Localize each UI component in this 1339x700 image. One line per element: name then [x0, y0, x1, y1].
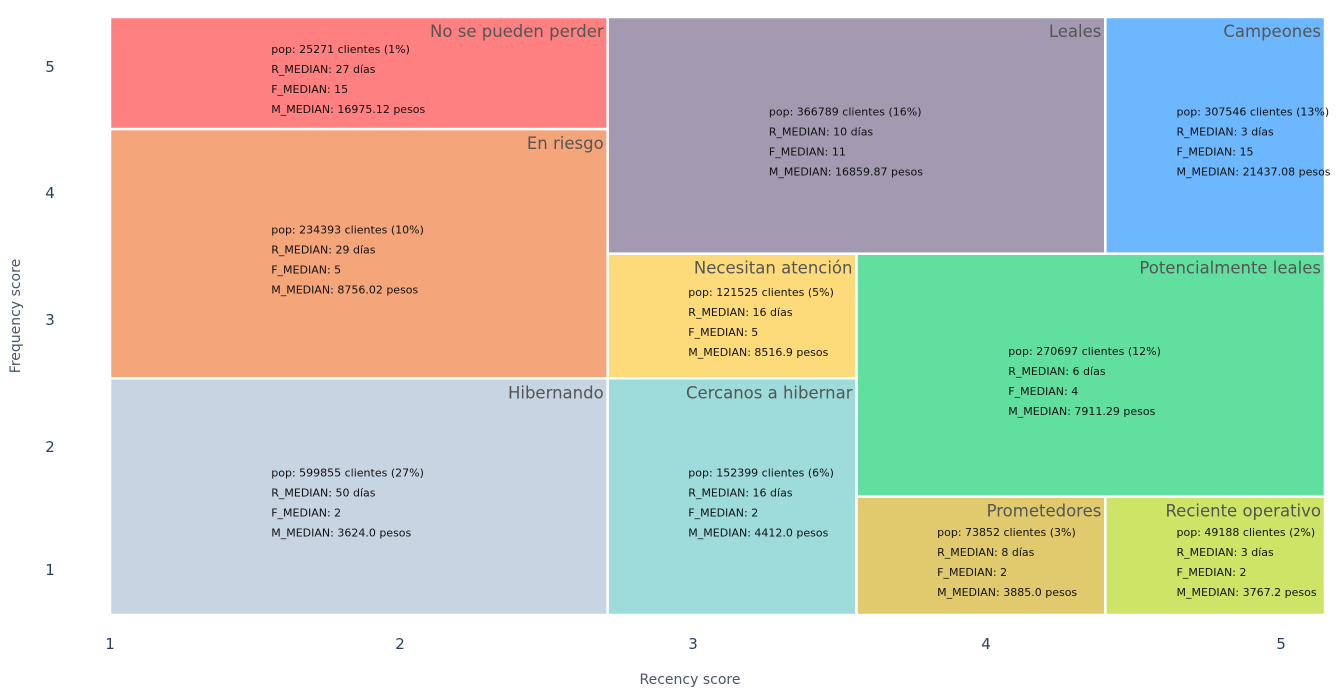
segment-leales: Leales pop: 366789 clientes (16%) R_MEDIAN…	[606, 15, 1107, 255]
segment-title: Potencialmente leales	[1139, 259, 1321, 278]
segment-stat: R_MEDIAN: 10 días	[769, 125, 874, 138]
segment-stat: M_MEDIAN: 21437.08 pesos	[1177, 165, 1331, 178]
segment-stat: F_MEDIAN: 11	[769, 145, 846, 158]
segment-stat: M_MEDIAN: 3624.0 pesos	[271, 527, 411, 540]
segment-en-riesgo: En riesgo pop: 234393 clientes (10%) R_MED…	[108, 127, 609, 380]
segment-stat: R_MEDIAN: 3 días	[1177, 546, 1275, 559]
x-axis-ticks: 1 2 3 4 5	[105, 635, 1286, 653]
segment-rect	[855, 495, 1107, 617]
segment-stat: R_MEDIAN: 6 días	[1008, 365, 1106, 378]
segment-title: Cercanos a hibernar	[686, 383, 853, 402]
y-tick-label: 2	[45, 438, 55, 456]
segment-stat: R_MEDIAN: 16 días	[688, 487, 793, 500]
segment-stat: M_MEDIAN: 16975.12 pesos	[271, 103, 425, 116]
x-tick-label: 2	[395, 635, 405, 653]
segment-stat: R_MEDIAN: 27 días	[271, 63, 376, 76]
segment-stat: pop: 25271 clientes (1%)	[271, 43, 410, 56]
y-axis-ticks: 1 2 3 4 5	[45, 58, 55, 579]
segment-title: No se pueden perder	[430, 22, 604, 41]
segment-stat: pop: 234393 clientes (10%)	[271, 224, 424, 237]
segment-no-se-pueden-perder: No se pueden perder pop: 25271 clientes (…	[108, 15, 609, 131]
segment-stat: R_MEDIAN: 3 días	[1177, 125, 1275, 138]
segment-rect	[1104, 15, 1327, 255]
x-tick-label: 5	[1276, 635, 1286, 653]
segment-reciente-operativo: Reciente operativo pop: 49188 clientes (2…	[1104, 495, 1327, 617]
segment-title: Leales	[1049, 22, 1102, 41]
segment-stat: pop: 152399 clientes (6%)	[688, 467, 834, 480]
segment-title: Prometedores	[987, 502, 1102, 521]
segment-stat: M_MEDIAN: 8756.02 pesos	[271, 284, 418, 297]
segment-title: Campeones	[1223, 22, 1321, 41]
segment-potencialmente-leales: Potencialmente leales pop: 270697 cliente…	[855, 252, 1327, 498]
segment-rect	[606, 15, 1107, 255]
segment-stat: F_MEDIAN: 2	[688, 507, 758, 520]
x-tick-label: 4	[981, 635, 991, 653]
segment-stat: pop: 307546 clientes (13%)	[1177, 105, 1330, 118]
x-tick-label: 3	[688, 635, 698, 653]
segment-stat: M_MEDIAN: 4412.0 pesos	[688, 527, 828, 540]
y-tick-label: 1	[45, 561, 55, 579]
segment-stat: M_MEDIAN: 8516.9 pesos	[688, 346, 828, 359]
segment-stat: F_MEDIAN: 2	[937, 566, 1007, 579]
segment-rect	[606, 252, 858, 380]
segments-layer: No se pueden perder pop: 25271 clientes (…	[108, 15, 1331, 617]
segment-stat: pop: 49188 clientes (2%)	[1177, 526, 1316, 539]
segment-necesitan-atencion: Necesitan atención pop: 121525 clientes (…	[606, 252, 858, 380]
segment-stat: pop: 599855 clientes (27%)	[271, 467, 424, 480]
segment-stat: R_MEDIAN: 29 días	[271, 244, 376, 257]
segment-title: Necesitan atención	[694, 259, 853, 278]
segment-stat: M_MEDIAN: 3885.0 pesos	[937, 586, 1077, 599]
segment-title: En riesgo	[527, 134, 604, 153]
segment-stat: pop: 366789 clientes (16%)	[769, 105, 922, 118]
x-tick-label: 1	[105, 635, 115, 653]
segment-title: Reciente operativo	[1165, 502, 1321, 521]
segment-stat: F_MEDIAN: 5	[271, 264, 341, 277]
segment-stat: F_MEDIAN: 2	[271, 507, 341, 520]
segment-stat: M_MEDIAN: 16859.87 pesos	[769, 165, 923, 178]
segment-stat: R_MEDIAN: 8 días	[937, 546, 1035, 559]
segment-stat: F_MEDIAN: 2	[1177, 566, 1247, 579]
segment-prometedores: Prometedores pop: 73852 clientes (3%) R_ME…	[855, 495, 1107, 617]
segment-stat: pop: 121525 clientes (5%)	[688, 286, 834, 299]
y-axis-title: Frequency score	[8, 259, 24, 373]
segment-stat: R_MEDIAN: 16 días	[688, 306, 793, 319]
segment-rect	[108, 377, 609, 617]
y-tick-label: 3	[45, 311, 55, 329]
x-axis-title: Recency score	[640, 672, 741, 688]
segment-rect	[108, 127, 609, 380]
segment-stat: F_MEDIAN: 5	[688, 326, 758, 339]
segment-stat: F_MEDIAN: 15	[1177, 145, 1254, 158]
segment-cercanos-a-hibernar: Cercanos a hibernar pop: 152399 clientes …	[606, 377, 858, 617]
segment-rect	[606, 377, 858, 617]
segment-campeones: Campeones pop: 307546 clientes (13%) R_MED…	[1104, 15, 1331, 255]
segment-stat: pop: 73852 clientes (3%)	[937, 526, 1076, 539]
segment-stat: F_MEDIAN: 4	[1008, 385, 1078, 398]
segment-stat: M_MEDIAN: 3767.2 pesos	[1177, 586, 1317, 599]
segment-title: Hibernando	[508, 383, 604, 402]
segment-stat: M_MEDIAN: 7911.29 pesos	[1008, 405, 1155, 418]
segment-rect	[108, 15, 609, 131]
segment-hibernando: Hibernando pop: 599855 clientes (27%) R_ME…	[108, 377, 609, 617]
segment-stat: R_MEDIAN: 50 días	[271, 487, 376, 500]
y-tick-label: 4	[45, 184, 55, 202]
segment-stat: F_MEDIAN: 15	[271, 83, 348, 96]
y-tick-label: 5	[45, 58, 55, 76]
segment-rect	[1104, 495, 1327, 617]
segment-stat: pop: 270697 clientes (12%)	[1008, 345, 1161, 358]
